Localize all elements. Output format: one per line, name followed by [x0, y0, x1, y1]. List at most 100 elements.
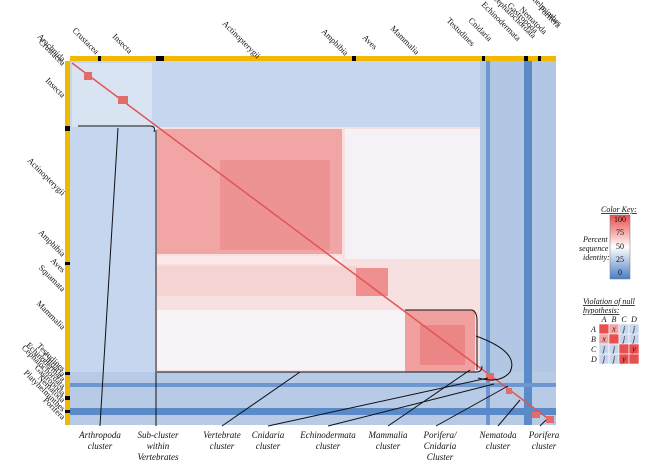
cluster-label-porifera: Porifera cluster: [528, 430, 560, 451]
arthropoda-bracket: [78, 125, 155, 133]
dark-row-2: [70, 408, 556, 415]
top-bar-tick-6: [538, 56, 541, 61]
violation-col-D: D: [630, 315, 637, 324]
diag-sq-1: [84, 72, 92, 80]
diag-sq-5: [532, 412, 540, 418]
top-bar-tick-3: [352, 56, 356, 61]
violation-cell-label: x: [611, 325, 616, 334]
violation-cell-label: j: [602, 345, 606, 354]
squamata-block: [356, 268, 388, 296]
cluster-annotations: [78, 125, 547, 427]
violation-cell-label: y: [621, 355, 626, 364]
top-taxon-bar: [70, 56, 556, 61]
top-bar-tick-2: [156, 56, 164, 61]
mammalia-leader: [387, 369, 471, 427]
porifera-cnidaria-leader: [435, 385, 509, 427]
left-bar-tick-2: [65, 262, 70, 265]
violation-cell: [628, 353, 640, 365]
violation-cell: [608, 333, 620, 345]
violation-row-B: B: [591, 335, 596, 344]
left-label-mammalia: Mammalia: [35, 298, 68, 331]
color-key-75: 75: [616, 228, 624, 237]
diag-sq-3: [486, 373, 494, 381]
vertebrate-leader: [221, 371, 301, 427]
heatmap-matrix: [70, 61, 556, 425]
violation-col-A: A: [601, 315, 607, 324]
violation-cell: [618, 343, 630, 355]
diagonal: [71, 62, 555, 424]
top-bar: [70, 56, 556, 61]
top-label-mammalia: Mammalia: [389, 23, 422, 56]
cluster-label-subcluster: Sub-cluster within Vertebrates: [138, 430, 179, 462]
violation-title: Violation of null hypothesis:: [583, 297, 636, 315]
left-bar-tick-4: [65, 396, 70, 400]
diag-sq-4: [506, 388, 512, 394]
left-bar-tick-3: [65, 372, 70, 375]
left-bar-tick-5: [65, 410, 70, 413]
color-key-100: 100: [614, 215, 626, 224]
top-label-actinopterygii: Actinopterygii: [221, 18, 264, 61]
violation-cell-label: j: [612, 345, 616, 354]
diag-sq-6: [546, 416, 554, 423]
white-band-right: [345, 129, 480, 259]
top-bar-tick-4: [482, 56, 485, 61]
left-label-actinopterygii: Actinopterygii: [26, 155, 69, 198]
cluster-label-porifera-cnidaria: Porifera/Cnidaria Cluster: [423, 430, 458, 462]
echinodermata-leader: [327, 383, 495, 427]
left-taxon-bar: [65, 61, 70, 425]
color-key-gradient: [609, 214, 631, 280]
left-label-insecta: Insecta: [44, 75, 68, 99]
vertebrate-outline: [157, 365, 483, 373]
porifera-leader: [539, 419, 547, 427]
left-bar: [65, 61, 70, 425]
cluster-label-echinodermata: Echinodermata cluster: [299, 430, 356, 451]
color-key-0: 0: [618, 268, 622, 277]
violation-row-C: C: [591, 345, 597, 354]
cluster-label-vertebrate: Vertebrate cluster: [203, 430, 241, 451]
cluster-label-mammalia: Mammalia cluster: [368, 430, 408, 451]
color-key-title: Color Key:: [601, 205, 637, 214]
violation-cell-label: j: [632, 325, 636, 334]
color-key-50: 50: [616, 242, 624, 251]
violation-matrix: Violation of null hypothesis: A B C DA x j jB x j…: [583, 297, 640, 365]
violation-cell-label: j: [622, 335, 626, 344]
color-key-25: 25: [616, 255, 624, 264]
color-key: Color Key: 100 75 50 25 0 Percent sequenc…: [579, 205, 637, 280]
dark-column-2: [524, 61, 532, 425]
mammalia-bg: [157, 310, 405, 370]
diag-sq-2: [118, 96, 128, 104]
color-key-axis-label: Percent sequence identity:: [579, 235, 610, 262]
violation-col-C: C: [621, 315, 627, 324]
top-label-crustacea: Crustacea: [71, 25, 102, 56]
violation-cell: [598, 323, 610, 335]
mammalia-outline: [405, 309, 478, 370]
violation-cell-label: j: [622, 325, 626, 334]
cluster-label-nematoda: Nematoda cluster: [479, 430, 517, 451]
aves-band: [157, 266, 357, 296]
cluster-curve: [475, 335, 513, 381]
violation-cell-label: j: [602, 355, 606, 364]
violation-cell-label: x: [601, 335, 606, 344]
violation-row-D: D: [590, 355, 597, 364]
top-bar-tick-5: [524, 56, 528, 61]
cluster-label-cnidaria: Cnidaria cluster: [252, 430, 285, 451]
actinopterygii-core: [220, 160, 330, 250]
left-bar-tick-1: [65, 126, 70, 131]
violation-grid: A B C DA x j jB x j jC j j yD j j y: [590, 315, 640, 365]
left-taxon-labels: Arachnida Crustacea Insecta Actinopteryg…: [20, 31, 68, 421]
violation-cell-label: j: [632, 335, 636, 344]
left-label-amphibia: Amphibia: [37, 227, 68, 258]
cluster-label-arthropoda: Arthropoda cluster: [78, 430, 121, 451]
lower-blue-band: [70, 372, 556, 425]
cnidaria-leader: [267, 377, 489, 427]
top-label-amphibia: Amphibia: [320, 26, 351, 57]
violation-cell-label: j: [612, 355, 616, 364]
violation-col-B: B: [612, 315, 617, 324]
nematoda-leader: [497, 399, 521, 427]
dark-row-1: [70, 383, 556, 387]
right-blue-band: [480, 61, 556, 372]
top-label-aves: Aves: [361, 32, 380, 51]
top-bar-tick-1: [98, 56, 101, 61]
top-label-insecta: Insecta: [111, 31, 135, 55]
